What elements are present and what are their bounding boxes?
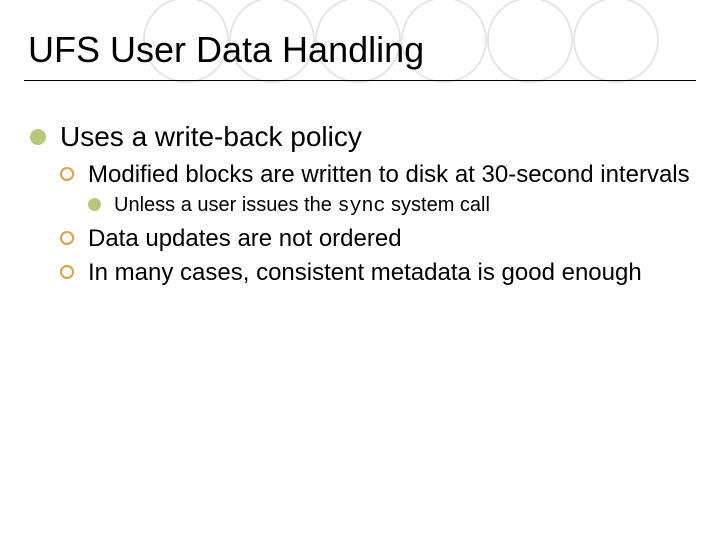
text-prefix: Unless a user issues the	[114, 194, 337, 216]
code-sync: sync	[337, 195, 385, 218]
disc-bullet-icon	[30, 129, 46, 145]
bullet-lvl3: Unless a user issues the sync system cal…	[88, 192, 690, 220]
text-suffix: system call	[385, 194, 489, 216]
bullet-lvl2: Modified blocks are written to disk at 3…	[60, 160, 690, 190]
slide-title: UFS User Data Handling	[28, 30, 424, 70]
bullet-text: Data updates are not ordered	[88, 225, 402, 252]
ring-bullet-icon	[60, 167, 74, 181]
ring-bullet-icon	[60, 265, 74, 279]
bullet-text: In many cases, consistent metadata is go…	[88, 259, 642, 286]
title-underline	[24, 80, 696, 81]
disc-bullet-icon	[88, 198, 101, 211]
bullet-lvl1: Uses a write-back policy	[30, 120, 690, 154]
bullet-lvl2: Data updates are not ordered	[60, 224, 690, 254]
bullet-text: Modified blocks are written to disk at 3…	[88, 161, 690, 188]
slide-body: Uses a write-back policy Modified blocks…	[30, 120, 690, 290]
bullet-lvl2: In many cases, consistent metadata is go…	[60, 258, 690, 288]
ring-bullet-icon	[60, 231, 74, 245]
bullet-text: Uses a write-back policy	[60, 121, 362, 152]
bullet-text: Unless a user issues the sync system cal…	[114, 194, 490, 216]
